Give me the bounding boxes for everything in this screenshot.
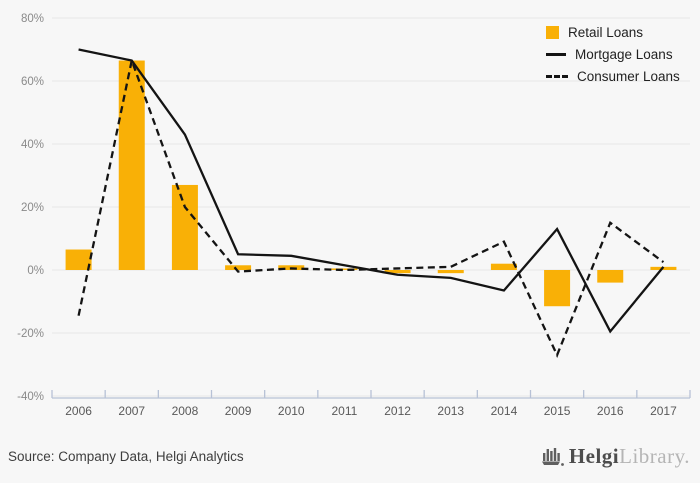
legend-label-retail-loans: Retail Loans — [568, 24, 644, 40]
x-tick-label-2010: 2010 — [278, 404, 305, 418]
bar-2007 — [118, 60, 145, 271]
bar-2009 — [225, 265, 252, 270]
bar-2006 — [65, 249, 92, 270]
x-tick-label-2015: 2015 — [544, 404, 571, 418]
x-tick-label-2012: 2012 — [384, 404, 411, 418]
logo-text-primary: Helgi — [568, 443, 620, 468]
bar-2012 — [384, 270, 411, 274]
legend-item-mortgage-loans: Mortgage Loans — [546, 43, 680, 65]
bar-2008 — [171, 184, 198, 270]
x-tick-label-2007: 2007 — [118, 404, 145, 418]
y-tick-label-80%: 80% — [21, 13, 44, 25]
mortgage-loans-swatch-icon — [546, 52, 566, 56]
y-tick-label--40%: -40% — [17, 391, 44, 403]
bar-2011 — [331, 268, 358, 270]
legend-item-retail-loans: Retail Loans — [546, 21, 680, 43]
x-tick-label-2017: 2017 — [650, 404, 677, 418]
legend-label-mortgage-loans: Mortgage Loans — [575, 46, 673, 62]
legend-item-consumer-loans: Consumer Loans — [546, 65, 680, 87]
retail-loans-swatch-icon — [546, 25, 559, 39]
bar-2013 — [437, 270, 464, 274]
logo-text-secondary: Library. — [619, 443, 690, 468]
mortgage-loans-line — [78, 48, 665, 334]
loan-growth-chart: 80% 60% 40% 20% 0% -20% -40% 2006 2007 2008 2009 20… — [17, 13, 691, 418]
x-tick-label-2011: 2011 — [332, 404, 358, 418]
y-tick-label-0%: 0% — [27, 265, 44, 277]
legend-label-consumer-loans: Consumer Loans — [577, 68, 680, 84]
consumer-loans-line — [77, 56, 665, 358]
y-tick-label-40%: 40% — [21, 139, 44, 151]
bar-2014 — [490, 263, 517, 270]
x-tick-label-2016: 2016 — [597, 404, 624, 418]
chart-footer: Source: Company Data, Helgi Analytics He… — [0, 435, 700, 483]
chart-legend: Retail Loans Mortgage Loans Consumer Loa… — [546, 21, 680, 87]
x-tick-label-2006: 2006 — [65, 404, 92, 418]
helgi-library-logo-icon — [541, 448, 564, 466]
bar-2016 — [597, 270, 624, 283]
x-tick-label-2013: 2013 — [437, 404, 464, 418]
y-tick-label-60%: 60% — [21, 76, 44, 88]
bar-2015 — [544, 270, 571, 307]
consumer-loans-swatch-icon — [546, 74, 568, 78]
x-tick-label-2008: 2008 — [172, 404, 199, 418]
x-tick-label-2014: 2014 — [491, 404, 518, 418]
helgi-library-logo[interactable]: Helgi Library. — [541, 444, 690, 469]
source-attribution: Source: Company Data, Helgi Analytics — [8, 448, 244, 464]
x-tick-label-2009: 2009 — [225, 404, 252, 418]
y-tick-label-20%: 20% — [21, 202, 44, 214]
y-tick-label--20%: -20% — [17, 328, 44, 340]
